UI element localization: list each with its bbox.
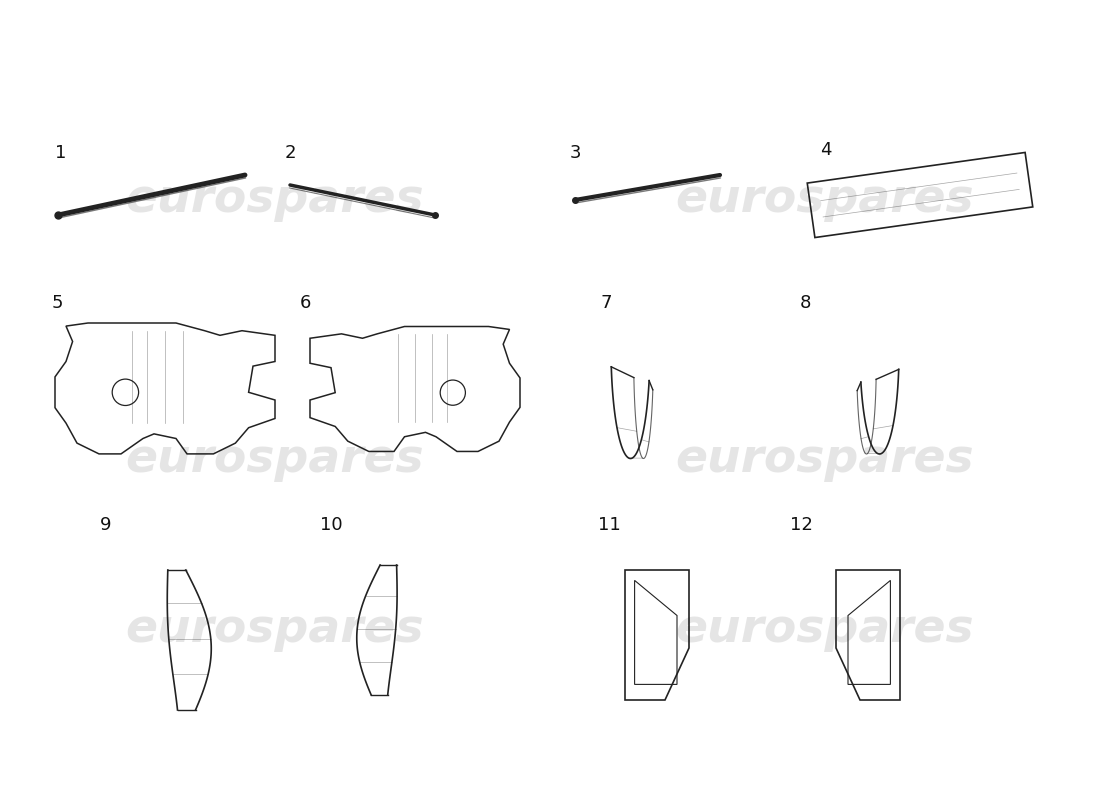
Text: 9: 9 xyxy=(100,516,111,534)
Text: 5: 5 xyxy=(52,294,64,312)
Text: eurospares: eurospares xyxy=(125,178,425,222)
Text: 10: 10 xyxy=(320,516,342,534)
Text: eurospares: eurospares xyxy=(675,178,975,222)
Text: 11: 11 xyxy=(598,516,620,534)
Text: eurospares: eurospares xyxy=(675,438,975,482)
Text: eurospares: eurospares xyxy=(125,607,425,653)
Text: 6: 6 xyxy=(300,294,311,312)
Text: 2: 2 xyxy=(285,144,297,162)
Text: 8: 8 xyxy=(800,294,812,312)
Text: 3: 3 xyxy=(570,144,582,162)
Text: 7: 7 xyxy=(600,294,612,312)
Text: eurospares: eurospares xyxy=(125,438,425,482)
Text: 1: 1 xyxy=(55,144,66,162)
Text: eurospares: eurospares xyxy=(675,607,975,653)
Text: 4: 4 xyxy=(820,141,832,159)
Text: 12: 12 xyxy=(790,516,813,534)
